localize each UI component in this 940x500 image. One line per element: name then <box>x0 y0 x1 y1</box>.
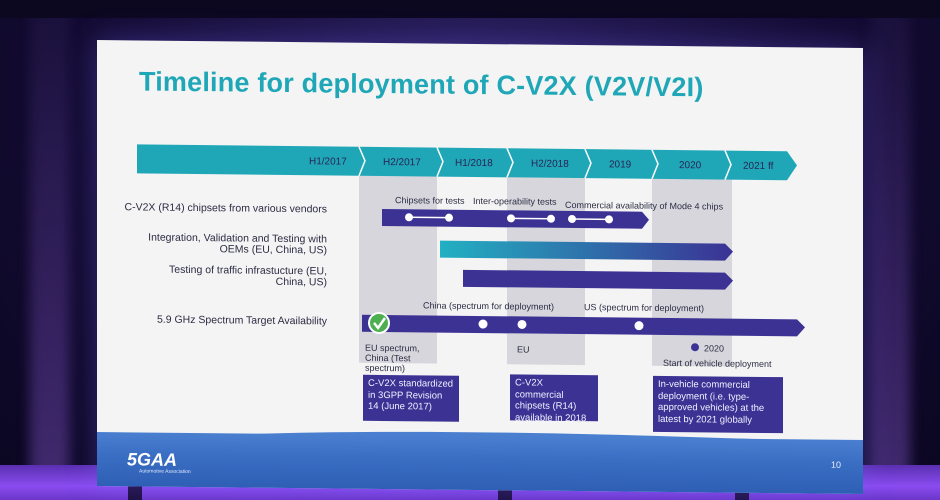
spectrum-note: Start of vehicle deployment <box>663 357 772 370</box>
page-number: 10 <box>830 459 841 470</box>
spectrum-note: EU spectrum, China (Test spectrum) <box>365 342 420 374</box>
milestone-dot <box>691 343 699 352</box>
stage-light <box>870 0 910 500</box>
milestone-note: Inter-operability tests <box>473 195 557 207</box>
period-label: 2021 ff <box>743 161 774 172</box>
callout-box: C-V2X standardized in 3GPP Revision 14 (… <box>363 374 459 422</box>
logo-subtitle: Automotive Association <box>139 468 191 475</box>
row-label: Integration, Validation and Testing with… <box>148 231 327 257</box>
period-label: 2020 <box>679 160 702 171</box>
milestone-dot <box>547 214 555 223</box>
period-label: 2019 <box>609 159 632 170</box>
milestone-dot <box>478 319 488 329</box>
callout-box: In-vehicle commercial deployment (i.e. t… <box>653 375 783 434</box>
milestone-note: Commercial availability of Mode 4 chips <box>565 199 724 212</box>
integration-bar <box>440 240 733 261</box>
milestone-dot <box>634 321 644 331</box>
timeline-arrow <box>137 144 797 181</box>
infrastructure-bar <box>463 269 733 290</box>
spectrum-note: US (spectrum for deployment) <box>584 302 705 314</box>
spectrum-note: China (spectrum for deployment) <box>423 300 555 312</box>
milestone-note: Chipsets for tests <box>395 195 465 206</box>
stage-light <box>30 0 70 500</box>
row-label: Testing of traffic infrastucture (EU, Ch… <box>169 263 327 289</box>
callout-box: C-V2X commercial chipsets (R14) availabl… <box>510 374 598 424</box>
milestone-dot <box>507 214 515 223</box>
milestone-dot <box>605 215 613 224</box>
milestone-dot <box>405 213 413 222</box>
spectrum-bar <box>362 314 805 337</box>
period-label: H2/2017 <box>383 157 421 168</box>
timeline-graphic: H1/2017 H2/2017 H1/2018 H2/2018 2019 202… <box>137 144 805 367</box>
column-shade <box>652 170 732 367</box>
period-separators <box>358 146 732 180</box>
milestone-dot <box>445 213 453 222</box>
check-icon <box>368 311 390 334</box>
projection-screen: Timeline for deployment of C-V2X (V2V/V2… <box>97 40 863 495</box>
period-label: H1/2018 <box>455 158 493 169</box>
ceiling-truss <box>0 0 940 18</box>
row-label: C-V2X (R14) chipsets from various vendor… <box>124 201 328 216</box>
row-label: 5.9 GHz Spectrum Target Availability <box>156 313 327 328</box>
period-label: H2/2018 <box>531 159 569 170</box>
milestone-dot <box>517 319 527 329</box>
period-label: H1/2017 <box>309 156 347 167</box>
spectrum-note: EU <box>517 344 530 355</box>
slide-footer <box>97 432 863 495</box>
spectrum-note: 2020 <box>704 343 725 354</box>
milestone-dot <box>568 214 576 223</box>
